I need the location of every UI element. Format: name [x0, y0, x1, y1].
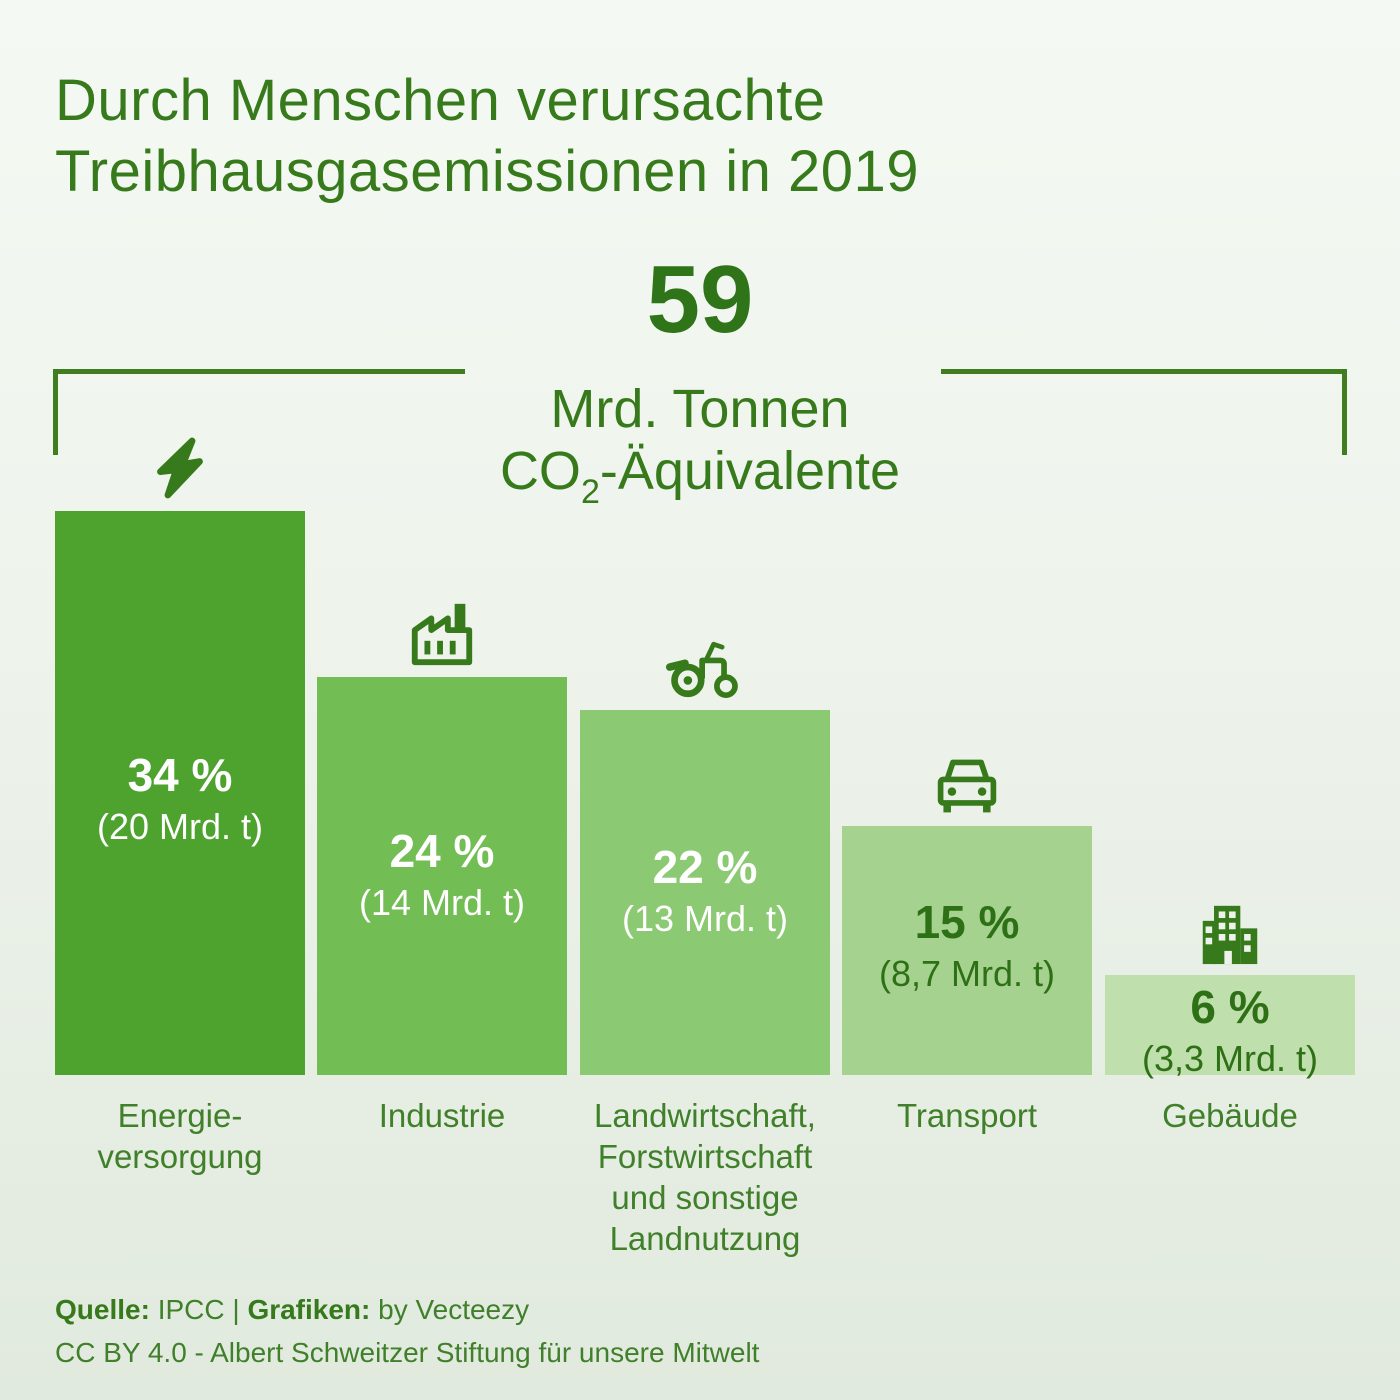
lightning-icon: [55, 435, 305, 501]
source-label: Quelle:: [55, 1294, 150, 1325]
category-label-gebaeude: Gebäude: [1162, 1097, 1298, 1134]
bar-amount: (20 Mrd. t): [96, 806, 264, 848]
bar-value-label: 22 % (13 Mrd. t): [555, 843, 855, 939]
tractor-icon: [580, 638, 830, 700]
category-label-landwirtschaft: Landwirtschaft, Forstwirtschaft und sons…: [594, 1097, 816, 1257]
source-value: IPCC |: [149, 1294, 248, 1325]
bar-amount: (8,7 Mrd. t): [878, 953, 1056, 995]
footer: Quelle: IPCC | Grafiken: by Vecteezy CC …: [55, 1288, 759, 1375]
bracket-left: [53, 369, 465, 455]
footer-license-line: CC BY 4.0 - Albert Schweitzer Stiftung f…: [55, 1337, 760, 1369]
bar-percent: 22 %: [652, 841, 758, 893]
bar-percent: 34 %: [127, 749, 233, 801]
building-icon: [1105, 903, 1355, 965]
category-label-energieversorgung: Energie- versorgung: [97, 1097, 263, 1175]
total-unit-line1: Mrd. Tonnen: [550, 379, 850, 439]
bar-value-label: 34 % (20 Mrd. t): [30, 751, 330, 847]
bar-rect-energieversorgung: 34 % (20 Mrd. t): [55, 511, 305, 1075]
car-icon: [842, 756, 1092, 816]
graphics-label: Grafiken:: [247, 1294, 371, 1325]
bar-rect-gebaeude: 6 % (3,3 Mrd. t): [1105, 975, 1355, 1078]
bar-percent: 24 %: [389, 825, 495, 877]
bar-rect-transport: 15 % (8,7 Mrd. t): [842, 826, 1092, 1075]
bar-rect-landwirtschaft: 22 % (13 Mrd. t): [580, 710, 830, 1075]
factory-icon: [317, 601, 567, 667]
co2-suffix: -Äquivalente: [599, 441, 901, 501]
bar-rect-industrie: 24 % (14 Mrd. t): [317, 677, 567, 1075]
co2-prefix: CO: [499, 441, 581, 501]
bar-value-label: 6 % (3,3 Mrd. t): [1080, 983, 1380, 1079]
bracket-right: [941, 369, 1347, 455]
bar-amount: (3,3 Mrd. t): [1141, 1038, 1319, 1080]
bar-value-label: 15 % (8,7 Mrd. t): [817, 898, 1117, 994]
bar-amount: (13 Mrd. t): [621, 898, 789, 940]
total-emissions-number: 59: [646, 246, 754, 353]
graphics-value: by Vecteezy: [370, 1294, 530, 1325]
footer-source-line: Quelle: IPCC | Grafiken: by Vecteezy: [55, 1288, 759, 1331]
category-label-industrie: Industrie: [378, 1097, 506, 1134]
page-title: Durch Menschen verursachte Treibhausgase…: [55, 68, 920, 204]
category-label-transport: Transport: [897, 1097, 1037, 1134]
total-unit-line2: CO2-Äquivalente: [0, 441, 1400, 511]
bar-percent: 6 %: [1190, 981, 1270, 1033]
bar-value-label: 24 % (14 Mrd. t): [292, 827, 592, 923]
bar-percent: 15 %: [914, 896, 1020, 948]
bar-amount: (14 Mrd. t): [358, 882, 526, 924]
co2-subscript: 2: [580, 473, 600, 511]
